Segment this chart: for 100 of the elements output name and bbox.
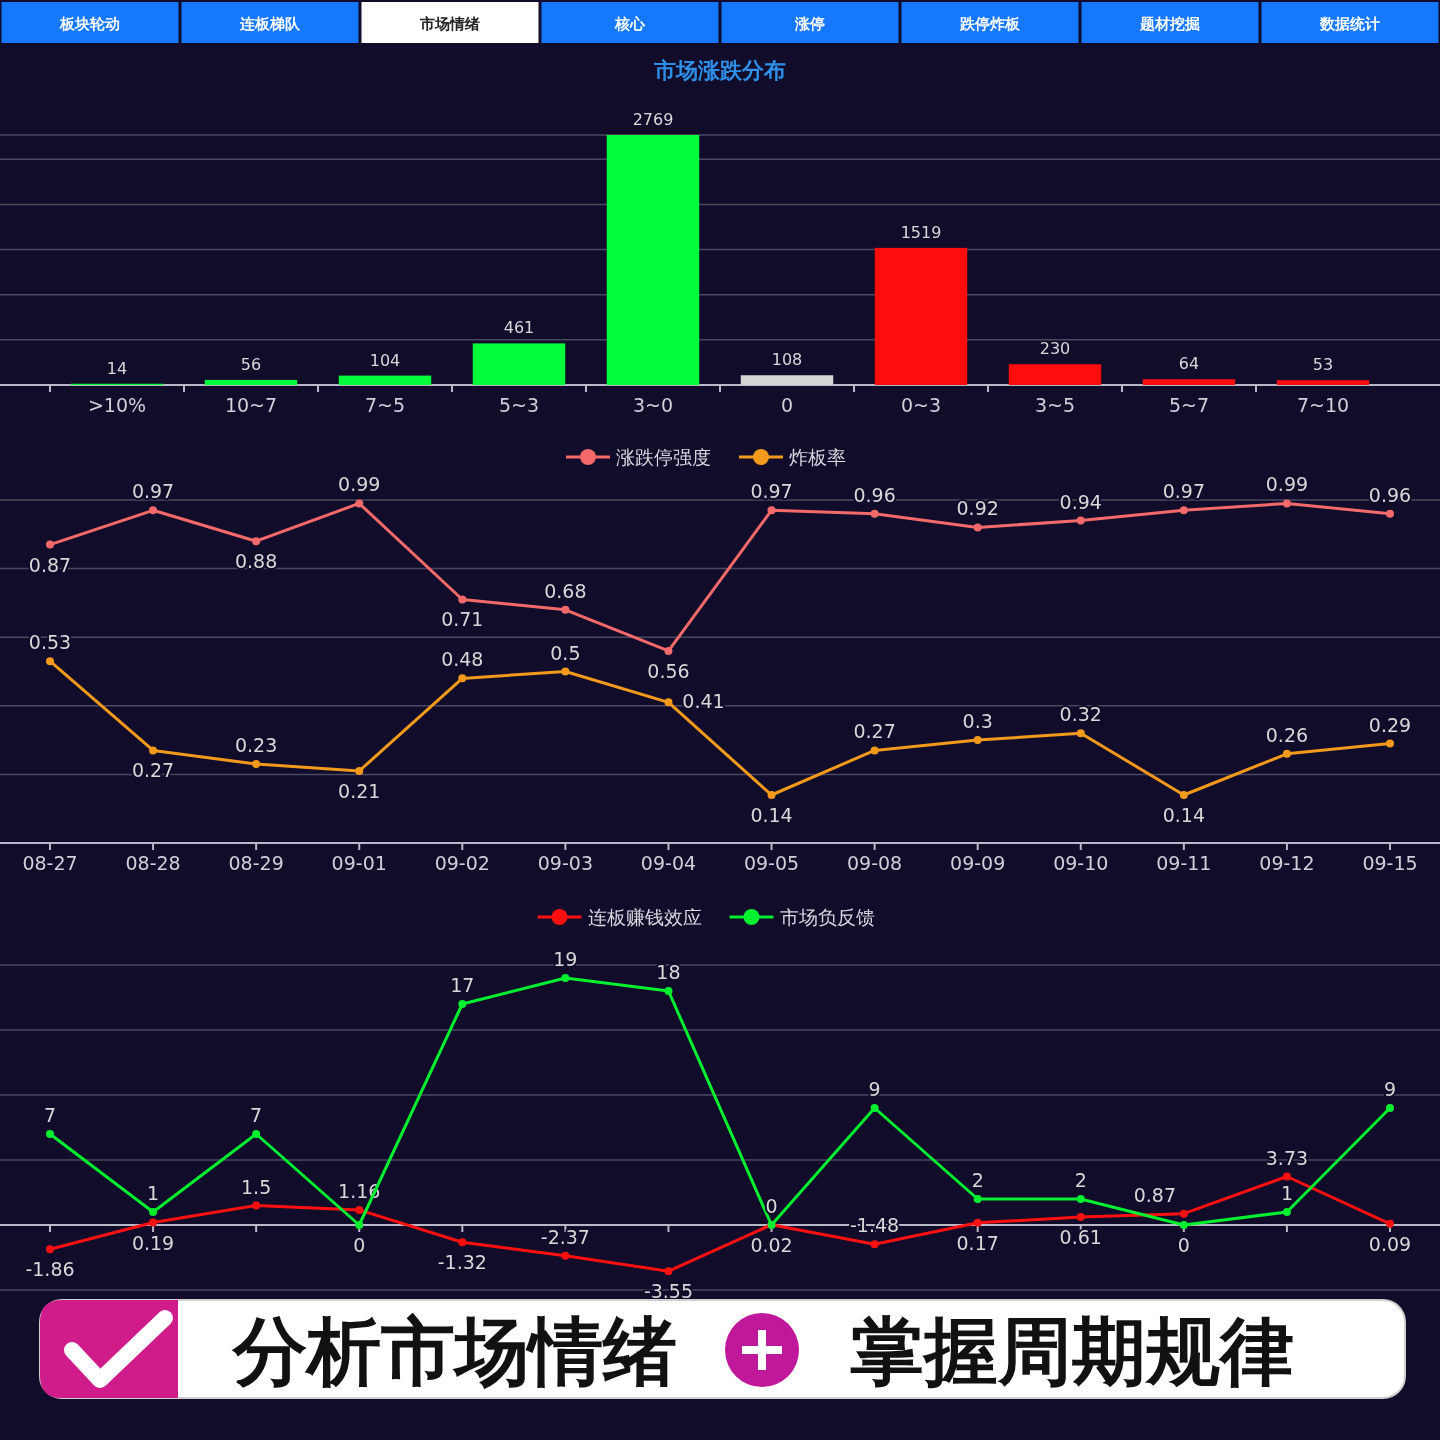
data-label: 104 xyxy=(369,350,401,370)
data-label: -1.32 xyxy=(437,1251,487,1274)
data-label: 0.48 xyxy=(441,648,484,671)
data-label: 7 xyxy=(43,1104,57,1126)
x-tick-label: 09-05 xyxy=(743,852,800,874)
data-label: 2 xyxy=(971,1169,984,1191)
data-label: 2769 xyxy=(632,110,674,129)
legend-label: 炸板率 xyxy=(789,446,846,468)
data-label: 0.41 xyxy=(682,690,725,713)
text: 板块轮动 xyxy=(59,15,120,33)
data-label: 0.99 xyxy=(338,473,381,496)
data-label: 0.99 xyxy=(1265,473,1309,496)
data-label: 461 xyxy=(503,318,535,338)
x-tick-label: 09-03 xyxy=(537,852,593,874)
data-label: -1.86 xyxy=(25,1258,75,1281)
data-label: 1 xyxy=(147,1182,160,1204)
x-tick-label: 08-27 xyxy=(22,852,78,874)
x-tick-label: 09-09 xyxy=(950,852,1006,874)
chart-title: 市场涨跌分布 xyxy=(653,58,786,83)
x-tick-label: 3~5 xyxy=(1034,394,1076,416)
x-tick-label: >10% xyxy=(87,394,147,416)
data-label: 0.14 xyxy=(750,803,793,826)
text: 分析市场情绪 xyxy=(231,1308,677,1394)
x-tick-label: 09-11 xyxy=(1156,852,1212,874)
x-tick-label: 0 xyxy=(780,394,794,416)
data-label: 14 xyxy=(106,358,128,378)
data-label: 0.3 xyxy=(962,710,993,733)
data-label: 0.97 xyxy=(131,480,175,503)
legend-label: 市场负反馈 xyxy=(779,906,875,928)
data-label: 17 xyxy=(450,974,475,996)
data-label: 0.17 xyxy=(956,1231,999,1254)
data-label: 0.21 xyxy=(338,779,381,802)
data-label: 0.97 xyxy=(1162,480,1205,503)
data-label: 0.5 xyxy=(550,641,581,664)
data-label: 53 xyxy=(1312,355,1334,375)
data-label: 56 xyxy=(240,354,262,374)
text: 涨停 xyxy=(794,15,825,33)
x-tick-label: 09-12 xyxy=(1259,852,1315,874)
data-label: 0.56 xyxy=(647,659,690,682)
legend-label: 连板赚钱效应 xyxy=(587,906,702,928)
data-label: 7 xyxy=(250,1104,263,1126)
data-label: 0.71 xyxy=(441,608,484,631)
data-label: 0.26 xyxy=(1265,723,1309,746)
data-label: 19 xyxy=(553,948,578,970)
x-tick-label: 10~7 xyxy=(224,394,278,416)
data-label: 9 xyxy=(868,1078,881,1100)
text: 题材挖掘 xyxy=(1139,15,1200,33)
x-tick-label: 7~10 xyxy=(1296,394,1350,416)
data-label: 2 xyxy=(1074,1169,1087,1191)
data-label: 0.23 xyxy=(235,734,278,757)
data-label: 0.96 xyxy=(853,483,896,506)
data-label: 0.09 xyxy=(1368,1232,1412,1255)
data-label: 0.29 xyxy=(1368,713,1412,736)
data-label: 0.02 xyxy=(750,1233,793,1256)
x-tick-label: 7~5 xyxy=(364,394,406,416)
data-label: 0 xyxy=(353,1234,366,1256)
x-tick-label: 5~7 xyxy=(1168,394,1210,416)
data-label: 0.96 xyxy=(1368,483,1412,506)
x-tick-label: 09-01 xyxy=(331,852,387,874)
data-label: 0.27 xyxy=(853,720,896,743)
data-label: -2.37 xyxy=(540,1225,590,1248)
data-label: 18 xyxy=(656,961,681,983)
data-label: 0.19 xyxy=(131,1231,175,1254)
data-label: 0.14 xyxy=(1162,803,1205,826)
text: 连板梯队 xyxy=(239,15,301,33)
data-label: 230 xyxy=(1039,339,1071,359)
legend-label: 涨跌停强度 xyxy=(616,446,711,468)
x-tick-label: 09-08 xyxy=(847,852,903,874)
x-tick-label: 0~3 xyxy=(900,394,942,416)
data-label: -3.55 xyxy=(643,1280,694,1303)
x-tick-label: 09-02 xyxy=(434,852,490,874)
x-tick-label: 08-28 xyxy=(125,852,181,874)
data-label: 1519 xyxy=(900,222,942,242)
data-label: 0.53 xyxy=(28,631,72,654)
x-tick-label: 09-04 xyxy=(640,852,697,874)
data-label: 64 xyxy=(1178,354,1200,374)
data-label: 0.87 xyxy=(1133,1183,1176,1206)
data-label: 0.27 xyxy=(131,759,175,782)
text: 掌握周期规律 xyxy=(850,1308,1294,1394)
text: 市场情绪 xyxy=(419,15,480,33)
data-label: 3.73 xyxy=(1265,1146,1309,1169)
data-label: 0 xyxy=(765,1195,778,1217)
data-label: 0.97 xyxy=(750,480,793,503)
data-label: 0.68 xyxy=(544,579,587,602)
x-tick-label: 3~0 xyxy=(632,394,674,416)
text: 数据统计 xyxy=(1319,15,1380,33)
data-label: 9 xyxy=(1383,1078,1397,1100)
data-label: 0 xyxy=(1177,1234,1190,1256)
data-label: 0.87 xyxy=(28,553,72,576)
data-label: 0.88 xyxy=(235,550,278,573)
x-tick-label: 5~3 xyxy=(498,394,540,416)
x-tick-label: 09-10 xyxy=(1053,852,1109,874)
data-label: 0.61 xyxy=(1059,1226,1102,1249)
text: 跌停炸板 xyxy=(959,15,1021,33)
data-label: 0.94 xyxy=(1059,490,1102,513)
data-label: 0.32 xyxy=(1059,703,1102,726)
x-tick-label: 09-15 xyxy=(1362,852,1418,874)
x-tick-label: 08-29 xyxy=(228,852,284,874)
data-label: 0.92 xyxy=(956,497,999,520)
data-label: 1 xyxy=(1280,1182,1293,1204)
